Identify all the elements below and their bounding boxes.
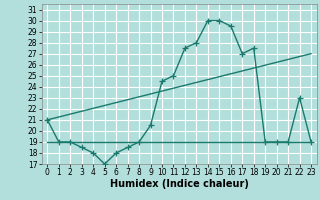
X-axis label: Humidex (Indice chaleur): Humidex (Indice chaleur) xyxy=(110,179,249,189)
